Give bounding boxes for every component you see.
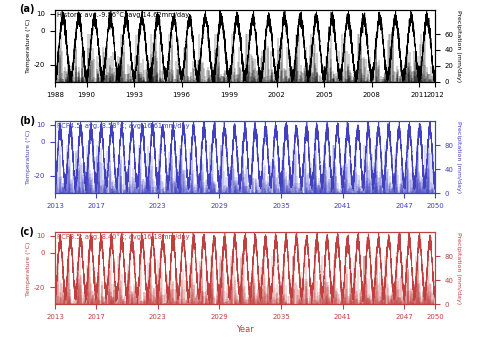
Text: RCP4.5: avg.-8.58°C; avg.16.61mm/day: RCP4.5: avg.-8.58°C; avg.16.61mm/day: [57, 122, 190, 129]
Text: (a): (a): [19, 4, 34, 15]
Text: History: avg.-9.86°C; avg.14.62mm/day: History: avg.-9.86°C; avg.14.62mm/day: [57, 11, 189, 18]
Text: (c): (c): [19, 227, 34, 237]
Y-axis label: Precipitation (mm/day): Precipitation (mm/day): [456, 121, 462, 193]
Y-axis label: Temperature (°C): Temperature (°C): [26, 241, 31, 295]
Y-axis label: Precipitation (mm/day): Precipitation (mm/day): [456, 10, 462, 82]
Text: RCP8.5: avg.-8.40°C; avg.16.18mm/day: RCP8.5: avg.-8.40°C; avg.16.18mm/day: [57, 233, 190, 240]
X-axis label: Year: Year: [236, 325, 254, 335]
Y-axis label: Temperature (°C): Temperature (°C): [26, 19, 31, 73]
Text: (b): (b): [19, 116, 35, 126]
Y-axis label: Temperature (°C): Temperature (°C): [26, 130, 31, 184]
Y-axis label: Precipitation (mm/day): Precipitation (mm/day): [456, 232, 462, 305]
